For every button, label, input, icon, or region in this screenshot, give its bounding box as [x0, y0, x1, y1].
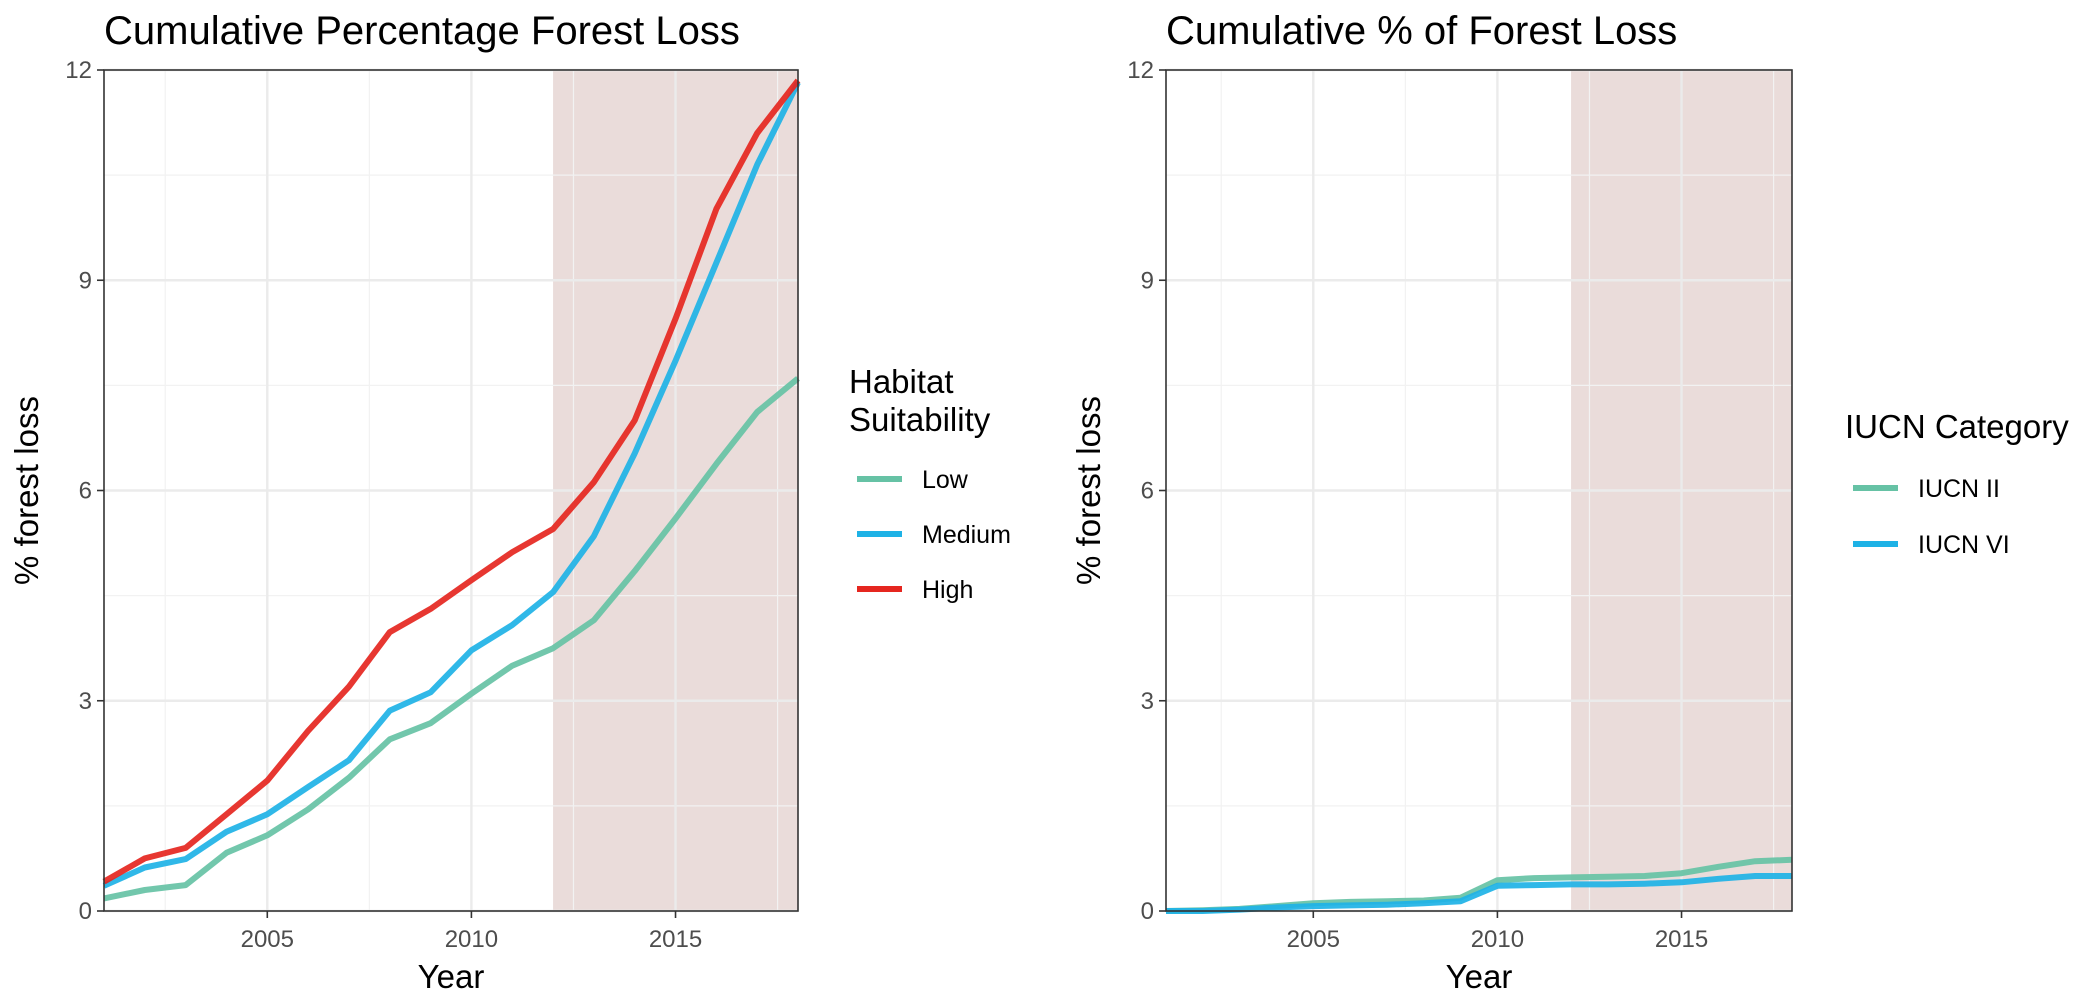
y-tick-label: 0: [79, 898, 92, 925]
chart-panel-habitat-suitability: 0 3 6 9 12 2005 2010 2015 Cumulative Percentage…: [8, 9, 1011, 995]
legend-label: IUCN VI: [1918, 531, 2010, 559]
x-axis-title: Year: [418, 958, 485, 995]
chart-title: Cumulative % of Forest Loss: [1166, 9, 1677, 53]
legend-label: High: [922, 576, 973, 604]
y-tick-label: 6: [79, 478, 92, 505]
x-tick-label: 2005: [241, 926, 294, 953]
series-line-medium: [102, 81, 801, 889]
y-tick-label: 12: [1127, 57, 1154, 84]
x-tick-label: 2005: [1287, 926, 1340, 953]
legend: Habitat Suitability Low Medium High: [849, 363, 1011, 604]
y-tick-label: 6: [1141, 478, 1154, 505]
y-tick-label: 3: [79, 688, 92, 715]
x-tick-label: 2010: [1471, 926, 1524, 953]
x-tick-label: 2015: [1655, 926, 1708, 953]
y-tick-label: 12: [65, 57, 92, 84]
series-line-high: [102, 78, 801, 885]
legend: IUCN Category IUCN II IUCN VI: [1845, 408, 2069, 559]
legend-title: Habitat Suitability: [849, 363, 991, 438]
series-line-iucn-vi: [1166, 873, 1792, 914]
y-axis-title: % forest loss: [1070, 396, 1107, 585]
legend-label: IUCN II: [1918, 475, 2000, 503]
legend-label: Low: [922, 466, 969, 494]
x-tick-label: 2010: [445, 926, 498, 953]
y-tick-label: 9: [1141, 267, 1154, 294]
x-tick-label: 2015: [649, 926, 702, 953]
chart-panel-iucn-category: 0 3 6 9 12 2005 2010 2015 Cumulative % of Fores…: [1070, 9, 2069, 995]
legend-label: Medium: [922, 521, 1011, 549]
y-axis-title: % forest loss: [8, 396, 45, 585]
y-tick-label: 3: [1141, 688, 1154, 715]
x-axis-title: Year: [1446, 958, 1513, 995]
series-line-low: [103, 376, 800, 902]
chart-title: Cumulative Percentage Forest Loss: [104, 9, 740, 53]
y-tick-label: 9: [79, 267, 92, 294]
legend-title: IUCN Category: [1845, 408, 2069, 445]
y-tick-label: 0: [1141, 898, 1154, 925]
